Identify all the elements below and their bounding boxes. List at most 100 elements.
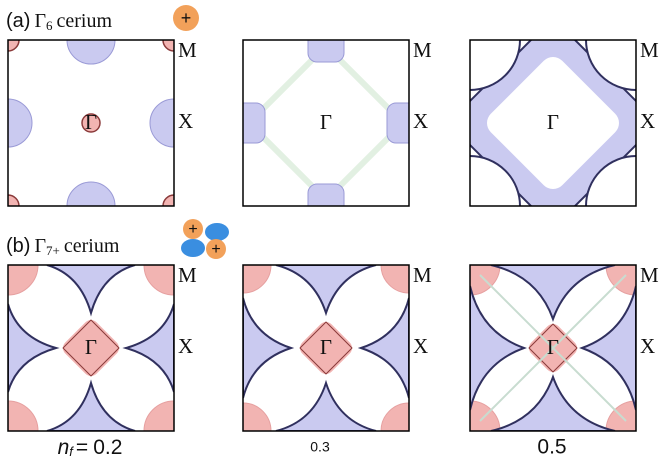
pocket bbox=[8, 400, 39, 431]
pocket bbox=[470, 285, 527, 411]
corner-label: M bbox=[178, 38, 197, 62]
pocket bbox=[162, 40, 174, 52]
orbital-sign: + bbox=[211, 241, 220, 258]
panel-frame bbox=[7, 39, 175, 207]
orbital-sign: + bbox=[181, 8, 192, 28]
row-name: cerium bbox=[57, 10, 113, 32]
pocket bbox=[149, 98, 174, 148]
row-subscript: 6 bbox=[46, 18, 53, 33]
pocket bbox=[307, 183, 345, 206]
center-label: Γ bbox=[85, 110, 97, 134]
pocket bbox=[490, 265, 616, 322]
nf-value: 0.5 bbox=[537, 436, 566, 459]
row-symbol: Γ bbox=[34, 235, 46, 257]
panel-frame bbox=[469, 264, 637, 432]
panel-frame bbox=[7, 264, 175, 432]
row-name: cerium bbox=[64, 235, 120, 257]
pocket bbox=[243, 102, 266, 144]
row-title: (b) Γ7+ cerium bbox=[6, 235, 120, 258]
panel-frame bbox=[242, 264, 410, 432]
panel bbox=[243, 40, 409, 206]
nf-subscript: f bbox=[69, 444, 74, 459]
nf-equals: = bbox=[76, 436, 88, 459]
pocket bbox=[275, 265, 377, 317]
nf-variable: n bbox=[58, 436, 70, 459]
pocket bbox=[386, 102, 409, 144]
nf-value: 0.2 bbox=[93, 436, 122, 459]
pocket bbox=[8, 265, 39, 296]
pocket bbox=[66, 181, 116, 206]
row-label: (b) bbox=[6, 235, 30, 257]
center-label: Γ bbox=[547, 110, 559, 134]
pocket bbox=[380, 402, 409, 431]
pocket bbox=[380, 265, 409, 294]
edge-label: X bbox=[413, 109, 428, 133]
pocket bbox=[243, 265, 272, 294]
pocket bbox=[143, 265, 174, 296]
hole bbox=[585, 155, 636, 206]
panel-frame bbox=[242, 39, 410, 207]
panel bbox=[470, 40, 636, 206]
corner-label: M bbox=[640, 38, 659, 62]
row-label: (a) bbox=[6, 10, 30, 32]
pocket bbox=[46, 379, 136, 431]
pocket bbox=[81, 113, 101, 133]
orbital-icon bbox=[205, 223, 229, 241]
orbital-icon bbox=[181, 239, 205, 257]
pocket bbox=[579, 285, 636, 411]
pocket bbox=[8, 194, 20, 206]
pocket bbox=[275, 379, 377, 431]
pocket bbox=[307, 40, 345, 63]
hole bbox=[585, 40, 636, 91]
panel bbox=[8, 40, 174, 206]
panel bbox=[243, 265, 409, 431]
pocket bbox=[8, 40, 20, 52]
panel-frame bbox=[469, 39, 637, 207]
nf-value: 0.3 bbox=[310, 439, 330, 455]
pocket bbox=[8, 303, 60, 393]
pocket bbox=[66, 40, 116, 65]
pocket bbox=[357, 297, 409, 399]
corner-label: M bbox=[413, 263, 432, 287]
orbital-sign: + bbox=[188, 221, 197, 238]
pocket bbox=[162, 194, 174, 206]
pocket bbox=[143, 400, 174, 431]
center-label: Γ bbox=[320, 110, 332, 134]
edge-label: X bbox=[178, 109, 193, 133]
orbital-icon bbox=[206, 239, 226, 259]
row-symbol: Γ bbox=[34, 10, 46, 32]
hole bbox=[470, 155, 521, 206]
nf-label: nf = 0.2 bbox=[58, 436, 123, 460]
center-label: Γ bbox=[85, 335, 97, 359]
orbital-icon bbox=[183, 219, 203, 239]
surface bbox=[479, 274, 627, 422]
orbital-icon bbox=[173, 5, 199, 31]
pocket-edge bbox=[299, 321, 353, 375]
pocket bbox=[243, 297, 295, 399]
pocket bbox=[63, 320, 119, 376]
pocket bbox=[490, 374, 616, 431]
edge-label: X bbox=[640, 334, 655, 358]
row-title: (a) Γ6 cerium bbox=[6, 10, 112, 33]
center-label: Γ bbox=[547, 335, 559, 359]
pocket-edge bbox=[528, 323, 578, 373]
corner-label: M bbox=[413, 38, 432, 62]
corner-label: M bbox=[640, 263, 659, 287]
edge-label: X bbox=[413, 334, 428, 358]
corner-label: M bbox=[178, 263, 197, 287]
edge-label: X bbox=[640, 109, 655, 133]
center-label: Γ bbox=[320, 335, 332, 359]
panel bbox=[470, 265, 636, 431]
hole bbox=[470, 40, 521, 91]
panel bbox=[8, 265, 174, 431]
row-subscript: 7+ bbox=[46, 243, 60, 258]
pocket bbox=[8, 98, 33, 148]
pocket bbox=[46, 265, 136, 317]
pocket bbox=[300, 322, 352, 374]
pocket-edge bbox=[62, 319, 120, 377]
pocket bbox=[122, 303, 174, 393]
pocket bbox=[243, 402, 272, 431]
hole bbox=[487, 57, 619, 189]
edge-label: X bbox=[178, 334, 193, 358]
